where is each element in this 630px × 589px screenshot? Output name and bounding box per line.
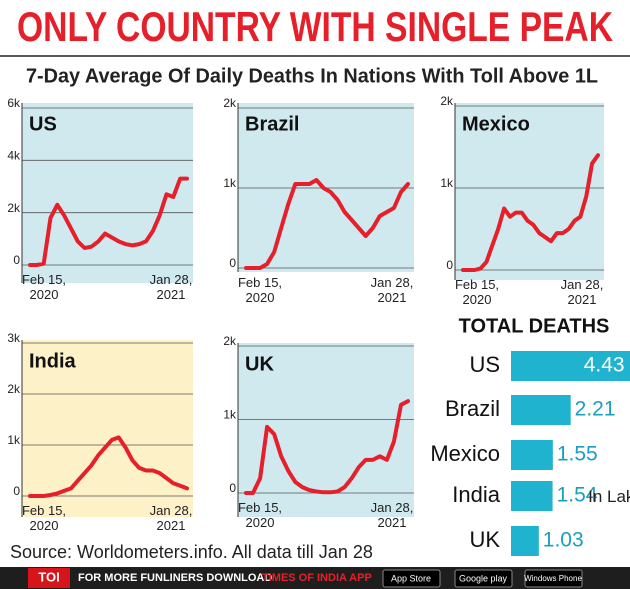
badge-text[interactable]: App Store [391,573,431,583]
x-tick-label: Feb 15, 2020 [21,503,67,533]
y-tick-label: 4k [7,149,21,163]
logo: TOI [38,569,59,584]
y-tick-label: 1k [223,176,237,190]
badge[interactable] [524,569,583,588]
y-tick-label: 2k [223,334,237,348]
value-label: 1.03 [543,529,584,552]
country-label: UK [245,353,274,375]
y-tick-label: 0 [446,258,453,272]
y-tick-label: 2k [223,96,237,110]
x-tick-label: Jan 28, 2021 [370,275,414,305]
x-tick-label: Jan 28, 2021 [370,500,414,530]
y-tick-label: 0 [229,256,236,270]
source: Source: Worldometers.info. All data till… [10,542,373,562]
headline: ONLY COUNTRY WITH SINGLE PEAK [17,3,613,50]
y-tick-label: 0 [229,481,236,495]
line [461,153,600,272]
plot-area [22,340,193,517]
category-label: Brazil [445,396,500,421]
line [244,178,410,270]
value-label: 4.43 [584,354,625,377]
country-label: India [29,350,77,372]
y-tick-label: 1k [223,408,237,422]
country-label: Brazil [245,113,299,135]
badge-text[interactable]: Google play [459,573,508,583]
category-label: India [452,482,500,507]
line [28,435,189,498]
country-label: US [29,113,57,135]
unit-label: In Lakh [588,487,630,506]
subtitle: 7-Day Average Of Daily Deaths In Nations… [26,65,598,87]
bar [511,440,553,470]
x-tick-label: Feb 15, 2020 [237,275,283,305]
x-tick-label: Jan 28, 2021 [149,503,193,533]
badge[interactable] [454,569,513,588]
logo-box [28,568,70,588]
plot-area [22,103,193,283]
x-tick-label: Jan 28, 2021 [149,272,193,302]
category-label: UK [469,527,500,552]
badge[interactable] [382,569,441,588]
y-tick-label: 3k [7,331,21,345]
x-tick-label: Jan 28, 2021 [560,277,604,307]
x-tick-label: Feb 15, 2020 [237,500,283,530]
plot-area [455,103,604,280]
y-tick-label: 6k [7,96,21,110]
promo: FOR MORE FUNLINERS DOWNLOAD [78,572,272,584]
x-tick-label: Feb 15, 2020 [21,272,67,302]
value-label: 1.55 [557,443,598,466]
country-label: Mexico [462,113,530,135]
y-tick-label: 1k [7,433,21,447]
y-tick-label: 2k [440,94,454,108]
category-label: US [469,352,500,377]
value-label: 2.21 [575,398,616,421]
value-label: 1.54 [557,484,598,507]
bar-title: TOTAL DEATHS [459,315,610,337]
y-tick-label: 0 [13,484,20,498]
y-tick-label: 1k [440,176,454,190]
badge-text[interactable]: Windows Phone [524,574,582,583]
bar [511,395,571,425]
bar [511,481,553,511]
line [28,176,189,267]
line [244,399,410,495]
bar [511,526,539,556]
y-tick-label: 2k [7,201,21,215]
y-tick-label: 0 [13,253,20,267]
y-tick-label: 2k [7,382,21,396]
x-tick-label: Feb 15, 2020 [454,277,500,307]
category-label: Mexico [430,441,500,466]
bar [511,351,630,381]
app-name: TIMES OF INDIA APP [262,572,372,584]
